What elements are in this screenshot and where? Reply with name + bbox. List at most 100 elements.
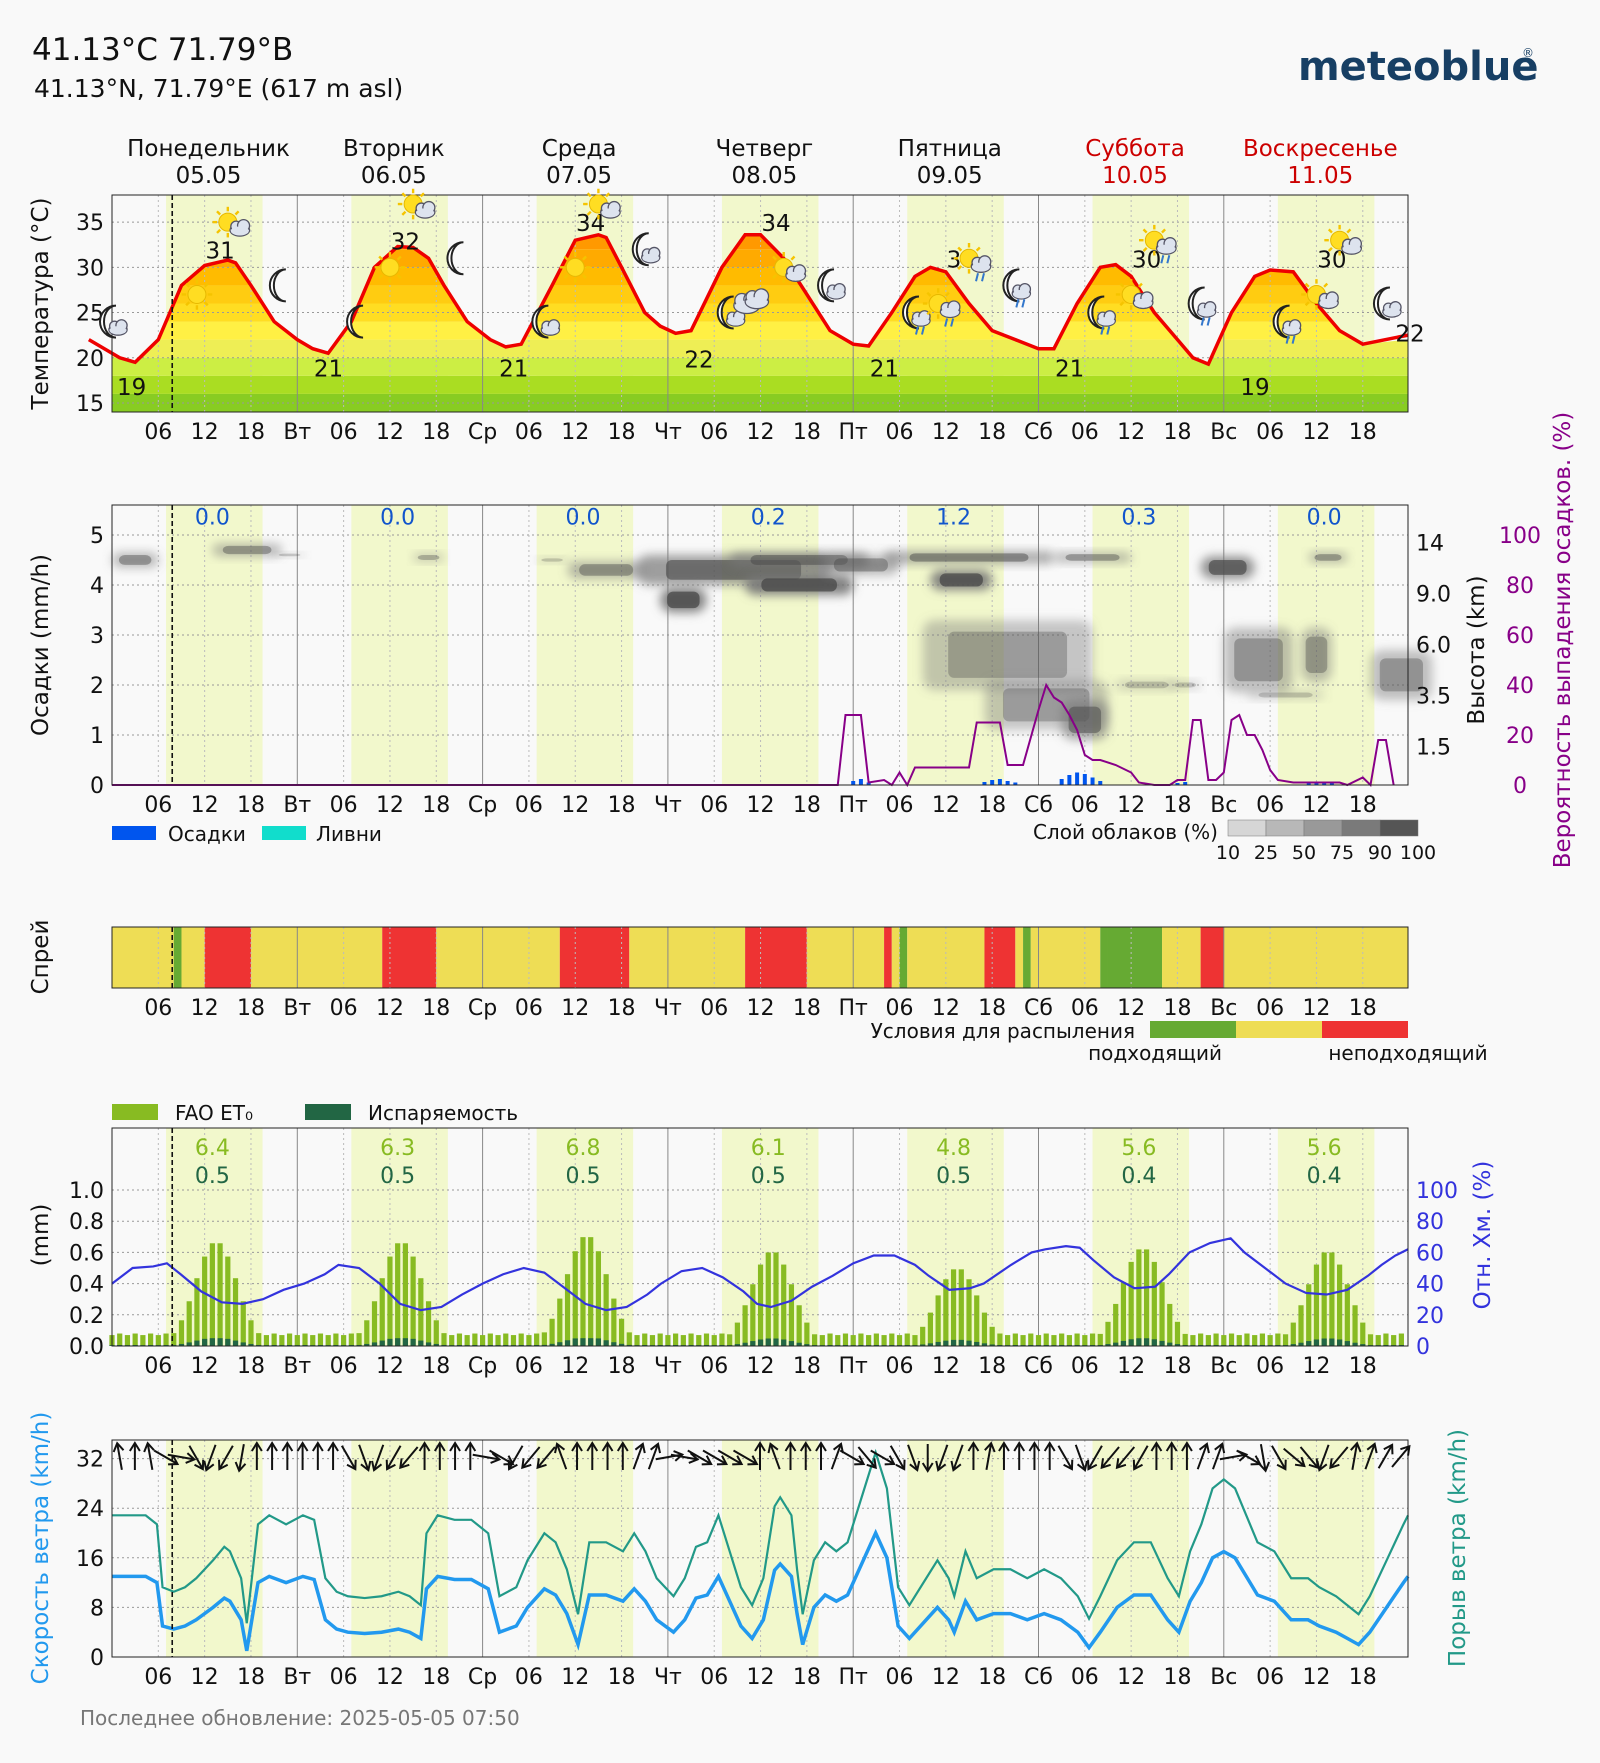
prob-tick: 40 (1506, 674, 1534, 699)
spray-legend-title: Условия для распыления (871, 1019, 1135, 1043)
evap-bar (958, 1339, 964, 1346)
et-hour-tick: 18 (1163, 1354, 1191, 1379)
et0-bar (232, 1278, 239, 1346)
et0-bar (804, 1322, 810, 1346)
wind-arrow-shaft (238, 1444, 245, 1470)
wind-arrow-head (1150, 1441, 1163, 1452)
evap-bar (1298, 1342, 1304, 1346)
et-ytick: 0.4 (69, 1273, 104, 1298)
night-cloud (1281, 319, 1302, 336)
et0-bar (348, 1333, 354, 1346)
cloud-fill (786, 271, 805, 281)
et0-bar (1252, 1335, 1258, 1346)
sun-ray (772, 274, 777, 280)
cloud-layer (884, 551, 1054, 564)
evap-bar (209, 1338, 215, 1346)
wind-arrow (1087, 1445, 1103, 1471)
wind-ytick: 24 (76, 1497, 104, 1522)
rain-drops (1206, 317, 1211, 326)
wind-arrow (1258, 1444, 1271, 1473)
wind-arrow-shaft (167, 1453, 194, 1461)
spray-legend-bad-label: неподходящий (1328, 1041, 1487, 1065)
cloud-legend-level: 75 (1330, 842, 1354, 864)
evap-bar (757, 1339, 764, 1346)
evap-bar (950, 1339, 957, 1346)
spray-hour-tick: 06 (330, 996, 358, 1021)
temp-min-label: 19 (117, 375, 146, 401)
cloud-layer (274, 553, 306, 557)
wind-arrow-shaft (632, 1444, 644, 1470)
evap-bar (935, 1341, 941, 1346)
et0-bar (279, 1335, 285, 1346)
rain-drops (1166, 254, 1171, 264)
day-name: Вторник (343, 136, 445, 162)
wind-arrow-shaft (400, 1446, 419, 1468)
cloud-legend-swatch (1227, 819, 1267, 837)
wind-hour-tick: 18 (1163, 1665, 1191, 1690)
wind-arrow (784, 1441, 797, 1470)
et0-bar (1151, 1261, 1157, 1346)
wind-arrow-head (984, 1441, 996, 1453)
wind-hour-tick: 12 (561, 1665, 589, 1690)
daily-precip-sum: 0.0 (195, 506, 230, 531)
et0-bar (317, 1333, 324, 1346)
rain-drops (1106, 326, 1111, 335)
wind-arrow-shaft (556, 1444, 568, 1470)
spray-legend-good-label: подходящий (1088, 1041, 1222, 1065)
cloud-layer-core (1124, 681, 1169, 689)
daily-precip-sum: 0.0 (380, 506, 415, 531)
sun-ray (975, 246, 981, 252)
temp-max-label: 30 (1132, 247, 1161, 273)
et0-bar (943, 1279, 949, 1346)
night-cloud (826, 282, 846, 300)
et0-bar (433, 1320, 439, 1346)
wind-daylight-0 (166, 1440, 263, 1657)
et-ytick: 0.2 (69, 1304, 104, 1329)
probability-line (112, 682, 1395, 788)
wind-arrow-head (1115, 1458, 1127, 1470)
et-hour-tick: 06 (330, 1354, 358, 1379)
chart-layer: Понедельник05.05Вторник06.05Среда07.05Че… (28, 136, 1576, 1690)
prec-hour-tick: 18 (237, 793, 265, 818)
wind-arrow-shaft (702, 1449, 727, 1465)
speed-line (112, 1528, 1410, 1652)
et0-bar (688, 1333, 694, 1346)
evap-bar (1290, 1344, 1296, 1346)
legend-et0: FAO ET₀ (175, 1101, 253, 1125)
rain-drops (914, 326, 919, 335)
cloud-fill (1383, 308, 1401, 317)
wind-arrow-head (281, 1441, 294, 1452)
temp-hour-tick: 12 (561, 420, 589, 445)
et0-bar (1198, 1333, 1204, 1346)
et0-bar (418, 1278, 424, 1346)
cloud-fill (972, 262, 991, 272)
et0-bar (1059, 1333, 1065, 1346)
et0-bar (1113, 1303, 1119, 1346)
wind-day-tick: Сб (1024, 1665, 1053, 1690)
prob-label: Вероятность выпадения осадков. (%) (1550, 412, 1576, 869)
sun-ray (1304, 282, 1310, 288)
evap-bar (1337, 1339, 1343, 1346)
gust-ylabel: Порыв ветра (km/h) (1445, 1429, 1471, 1667)
evap-bar (425, 1342, 432, 1346)
et0-bar (981, 1312, 988, 1346)
sun-ray (1119, 301, 1125, 307)
height-tick: 9.0 (1416, 583, 1451, 608)
daily-precip-sum: 0.3 (1121, 506, 1156, 531)
wind-daylight-3 (721, 1440, 819, 1657)
night-cloud (1382, 301, 1402, 318)
cloud-layer (1223, 627, 1294, 693)
wind-arrow-shaft (937, 1444, 949, 1470)
spray-legend-good (1150, 1021, 1236, 1038)
spray-segment (250, 927, 383, 988)
precip-bar (1059, 779, 1064, 785)
wind-arrow (358, 1444, 372, 1472)
prec-day-tick: Чт (654, 793, 682, 818)
legend-precip-swatch (112, 826, 156, 840)
logo[interactable]: meteoblue (1298, 44, 1539, 90)
night-cloud (1096, 310, 1117, 327)
wind-arrow-head (1181, 1441, 1193, 1452)
wind-arrow-shaft (116, 1444, 123, 1470)
wind-arrow (1100, 1446, 1120, 1470)
day-date: 07.05 (546, 163, 612, 189)
